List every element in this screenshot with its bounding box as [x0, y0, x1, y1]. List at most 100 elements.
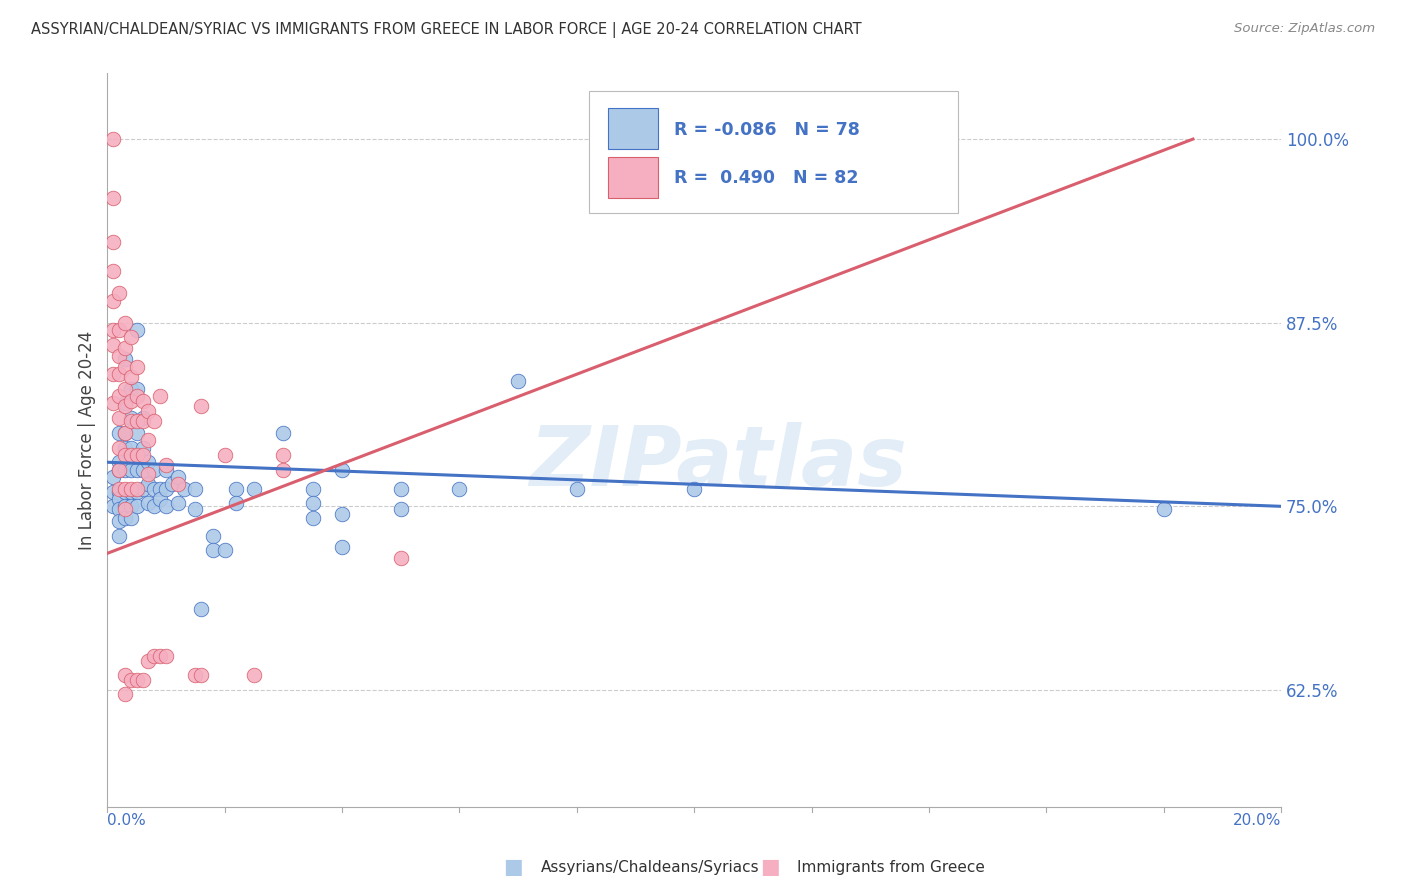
Point: [125, 673, 148, 687]
Point: [108, 514, 131, 528]
Point: [108, 411, 131, 425]
Point: [120, 673, 142, 687]
Point: [108, 484, 131, 499]
Point: [166, 470, 188, 484]
Text: Immigrants from Greece: Immigrants from Greece: [797, 860, 986, 874]
Text: 20.0%: 20.0%: [1233, 814, 1281, 829]
Point: [225, 482, 247, 496]
Point: [103, 500, 125, 514]
Point: [449, 482, 471, 496]
Point: [143, 414, 166, 428]
Point: [155, 500, 177, 514]
Point: [214, 543, 236, 558]
Point: [143, 500, 166, 514]
Point: [108, 367, 131, 381]
FancyBboxPatch shape: [589, 91, 959, 212]
Point: [114, 484, 136, 499]
Point: [103, 235, 125, 249]
Point: [120, 500, 142, 514]
Point: [103, 367, 125, 381]
Point: [120, 370, 142, 384]
Point: [201, 529, 224, 543]
Text: ■: ■: [503, 857, 523, 877]
Point: [120, 511, 142, 525]
Point: [114, 396, 136, 410]
Point: [149, 649, 172, 664]
Point: [114, 359, 136, 374]
Point: [120, 382, 142, 396]
Point: [155, 482, 177, 496]
Point: [190, 400, 212, 414]
Point: [120, 330, 142, 344]
Text: ZIPatlas: ZIPatlas: [529, 422, 907, 503]
Point: [114, 448, 136, 462]
Y-axis label: In Labor Force | Age 20-24: In Labor Force | Age 20-24: [79, 331, 96, 549]
Point: [138, 434, 160, 448]
Point: [184, 482, 207, 496]
Point: [114, 425, 136, 440]
Point: [389, 550, 412, 565]
Point: [160, 477, 183, 491]
Point: [273, 462, 295, 476]
Point: [114, 382, 136, 396]
Point: [108, 441, 131, 455]
Point: [155, 649, 177, 664]
Point: [108, 425, 131, 440]
Point: [103, 293, 125, 308]
Point: [114, 482, 136, 496]
Point: [389, 502, 412, 516]
Text: R =  0.490   N = 82: R = 0.490 N = 82: [675, 169, 859, 187]
Text: Assyrians/Chaldeans/Syriacs: Assyrians/Chaldeans/Syriacs: [541, 860, 759, 874]
FancyBboxPatch shape: [609, 108, 658, 149]
Point: [190, 668, 212, 682]
Point: [103, 132, 125, 146]
Point: [138, 654, 160, 668]
Point: [330, 541, 353, 555]
Point: [108, 462, 131, 476]
Point: [114, 425, 136, 440]
Point: [565, 482, 588, 496]
Point: [243, 482, 266, 496]
Point: [108, 462, 131, 476]
Point: [108, 529, 131, 543]
Point: [683, 482, 706, 496]
Point: [114, 316, 136, 330]
Point: [138, 467, 160, 481]
Point: [155, 462, 177, 476]
Point: [114, 687, 136, 701]
Point: [166, 496, 188, 510]
Point: [301, 511, 323, 525]
Point: [301, 482, 323, 496]
Point: [108, 502, 131, 516]
Point: [683, 132, 706, 146]
Point: [149, 491, 172, 506]
Point: [120, 414, 142, 428]
Point: [149, 389, 172, 403]
Point: [125, 414, 148, 428]
Point: [131, 462, 153, 476]
Point: [114, 400, 136, 414]
Point: [108, 482, 131, 496]
Point: [103, 484, 125, 499]
Point: [125, 448, 148, 462]
Point: [125, 389, 148, 403]
Point: [131, 482, 153, 496]
Point: [114, 341, 136, 355]
Point: [114, 668, 136, 682]
Point: [108, 350, 131, 364]
Point: [131, 448, 153, 462]
Point: [120, 448, 142, 462]
Point: [184, 502, 207, 516]
Point: [108, 491, 131, 506]
Point: [138, 455, 160, 469]
Point: [108, 389, 131, 403]
Point: [330, 462, 353, 476]
Point: [273, 425, 295, 440]
Point: [114, 462, 136, 476]
Text: R = -0.086   N = 78: R = -0.086 N = 78: [675, 120, 860, 138]
Point: [120, 393, 142, 408]
Point: [143, 462, 166, 476]
Point: [138, 496, 160, 510]
Point: [273, 448, 295, 462]
Point: [114, 502, 136, 516]
